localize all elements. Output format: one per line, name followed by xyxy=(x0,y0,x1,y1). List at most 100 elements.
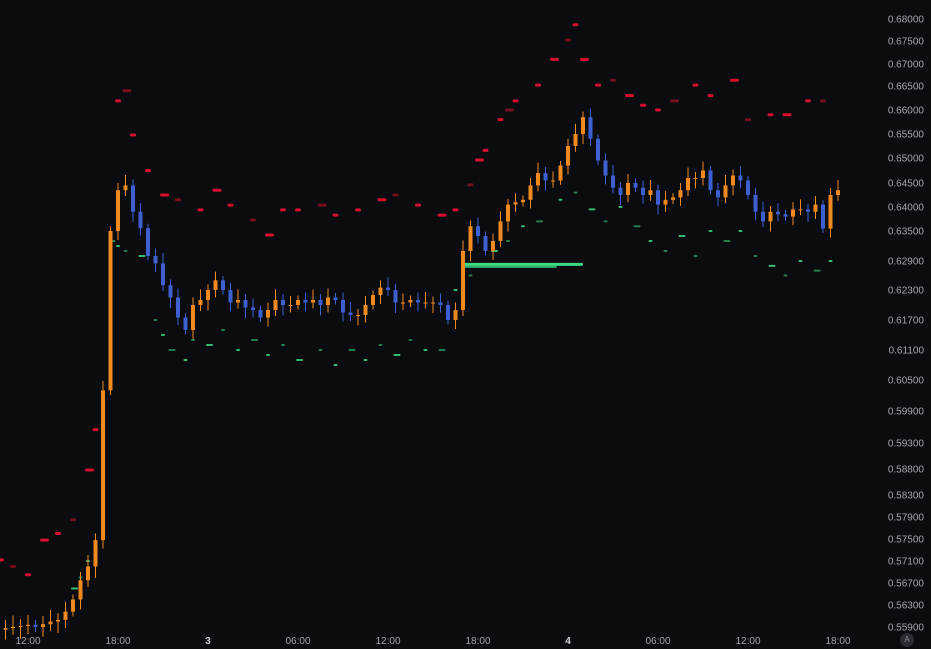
candle-body xyxy=(678,190,683,198)
candle-body xyxy=(56,619,60,622)
candle-body xyxy=(33,624,38,627)
resistance-dot xyxy=(130,133,136,137)
candle xyxy=(438,293,443,313)
candle-body xyxy=(461,251,465,310)
resistance-dot xyxy=(0,558,4,562)
candle xyxy=(18,619,23,639)
support-dot xyxy=(603,220,608,223)
resistance-dot xyxy=(115,99,121,103)
candle xyxy=(311,289,315,309)
candle-body xyxy=(371,295,375,305)
candle xyxy=(63,601,68,629)
resistance-dot xyxy=(40,538,49,542)
candle xyxy=(693,172,698,189)
candle xyxy=(738,166,743,188)
candle xyxy=(146,223,150,261)
time-axis[interactable]: 12:00 18:00 3 06:00 12:00 18:00 4 06:00 12:00 18:… xyxy=(15,636,850,647)
support-dot xyxy=(221,329,225,331)
resistance-dot xyxy=(572,23,579,27)
resistance-dot xyxy=(640,103,646,107)
x-tick-label: 18:00 xyxy=(825,636,850,647)
candle-body xyxy=(491,241,495,251)
candle xyxy=(528,178,533,209)
candle-body xyxy=(663,199,668,205)
candle xyxy=(506,198,510,232)
candle xyxy=(416,292,420,312)
candle-body xyxy=(468,226,473,251)
x-tick-label: 12:00 xyxy=(15,636,40,647)
candle-body xyxy=(821,204,825,229)
candle xyxy=(588,108,593,146)
candle-body xyxy=(656,190,660,205)
candle xyxy=(828,187,833,238)
support-zone-line xyxy=(463,265,557,268)
candle-body xyxy=(168,285,173,298)
support-dot xyxy=(663,250,668,252)
candle-body xyxy=(108,231,113,391)
candle xyxy=(41,616,45,637)
candle xyxy=(281,294,285,316)
candle xyxy=(101,381,105,549)
resistance-dot xyxy=(550,57,559,61)
candle xyxy=(228,282,233,312)
y-tick-label: 0.55900 xyxy=(888,623,925,634)
resistance-dots xyxy=(0,23,826,577)
candle-body xyxy=(356,315,360,316)
support-dot xyxy=(281,344,285,346)
candle xyxy=(686,167,690,196)
support-dot xyxy=(206,344,213,346)
candle xyxy=(138,203,143,236)
candle-body xyxy=(686,178,690,191)
candle-body xyxy=(776,211,780,215)
candle xyxy=(701,161,705,186)
candle-body xyxy=(303,300,308,303)
candle-body xyxy=(671,197,675,200)
resistance-dot xyxy=(595,83,601,87)
resistance-dot xyxy=(25,573,31,577)
candle-body xyxy=(101,390,105,541)
candle-body xyxy=(588,117,593,139)
support-dot xyxy=(573,191,578,194)
candle xyxy=(266,302,270,327)
price-axis[interactable]: 0.68000 0.67500 0.67000 0.66500 0.66000 0.655… xyxy=(888,15,925,634)
support-dot xyxy=(468,274,473,277)
auto-scale-button[interactable]: A xyxy=(900,633,914,647)
candle xyxy=(243,294,248,318)
resistance-dot xyxy=(565,38,571,42)
candle-body xyxy=(281,300,285,305)
candle-body xyxy=(603,160,608,176)
support-dot xyxy=(506,240,510,242)
candle-body xyxy=(618,187,623,195)
support-zone xyxy=(463,262,583,268)
candle xyxy=(791,202,795,226)
resistance-dot xyxy=(452,208,459,212)
candle xyxy=(836,180,840,201)
y-tick-label: 0.65500 xyxy=(888,130,925,141)
support-dot xyxy=(453,289,458,291)
candle xyxy=(476,217,480,244)
resistance-dot xyxy=(437,213,447,217)
candle xyxy=(626,174,630,203)
candle xyxy=(603,153,608,185)
y-tick-label: 0.60500 xyxy=(888,376,925,387)
candle-body xyxy=(723,185,728,198)
resistance-dot xyxy=(317,203,327,207)
support-dot xyxy=(348,349,356,351)
x-tick-label: 06:00 xyxy=(285,636,310,647)
candle xyxy=(498,211,503,247)
candle-body xyxy=(513,202,518,205)
candle xyxy=(296,295,300,310)
support-dot xyxy=(251,339,258,341)
support-dot xyxy=(723,240,731,242)
candle-body xyxy=(78,580,83,600)
candle-body xyxy=(626,183,630,195)
support-dot xyxy=(708,230,713,232)
support-dot xyxy=(266,354,270,356)
candle-body xyxy=(116,190,120,231)
candle-body xyxy=(153,256,158,264)
candle-body xyxy=(731,175,735,186)
x-tick-label: 06:00 xyxy=(645,636,670,647)
candle xyxy=(86,554,90,587)
candle xyxy=(11,615,15,635)
